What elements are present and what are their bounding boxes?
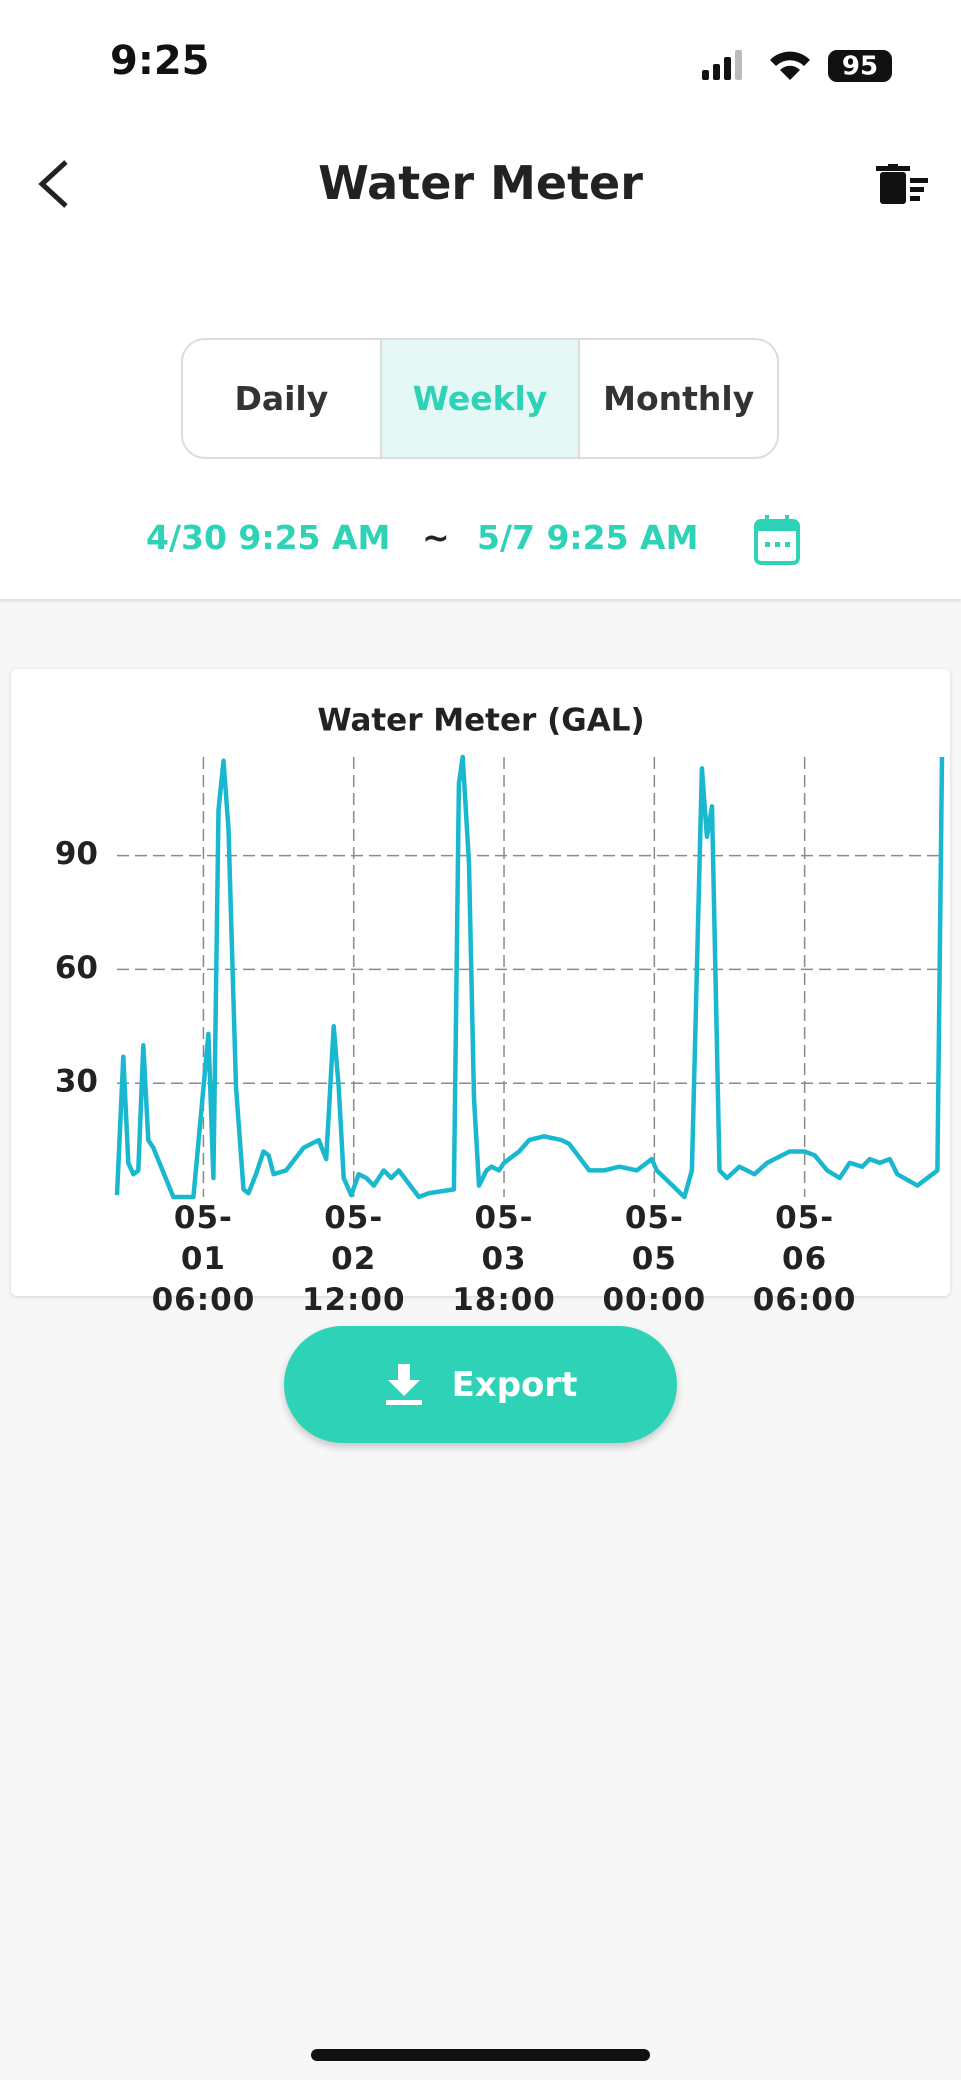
x-tick-label: 05-01 06:00	[151, 1200, 256, 1318]
x-tick-label: 05-06 06:00	[752, 1200, 857, 1318]
battery-level: 95	[842, 52, 878, 82]
x-tick-label: 05-05 00:00	[602, 1200, 707, 1318]
period-tabs: Daily Weekly Monthly	[181, 338, 779, 459]
date-separator: ~	[422, 518, 450, 557]
tab-selected[interactable]: Weekly	[379, 340, 579, 457]
status-time: 9:25	[110, 38, 210, 84]
calendar-button[interactable]	[753, 514, 801, 566]
chart-title: Water Meter (GAL)	[317, 703, 644, 739]
date-end[interactable]: 5/7 9:25 AM	[477, 518, 699, 557]
page-title: Water Meter	[318, 156, 643, 210]
status-icons: 95	[702, 50, 892, 82]
y-tick-label: 30	[55, 1064, 98, 1100]
x-tick-label: 05-03 18:00	[452, 1200, 556, 1318]
header-panel	[0, 0, 961, 599]
y-tick-label: 60	[55, 950, 98, 986]
download-icon	[385, 1363, 422, 1405]
delete-button[interactable]	[876, 164, 930, 206]
tab[interactable]: Monthly	[578, 340, 777, 457]
back-button[interactable]	[34, 158, 74, 210]
export-label: Export	[451, 1364, 578, 1405]
date-start[interactable]: 4/30 9:25 AM	[146, 518, 391, 557]
x-tick-label: 05-02 12:00	[301, 1200, 406, 1318]
y-tick-label: 90	[55, 836, 98, 872]
home-indicator	[311, 2049, 650, 2061]
export-button[interactable]: Export	[284, 1326, 677, 1443]
data-line	[114, 754, 945, 1200]
tab[interactable]: Daily	[234, 379, 329, 418]
chart-card	[11, 669, 950, 1296]
chart: Water Meter (GAL) 30 60 90	[55, 703, 945, 1200]
